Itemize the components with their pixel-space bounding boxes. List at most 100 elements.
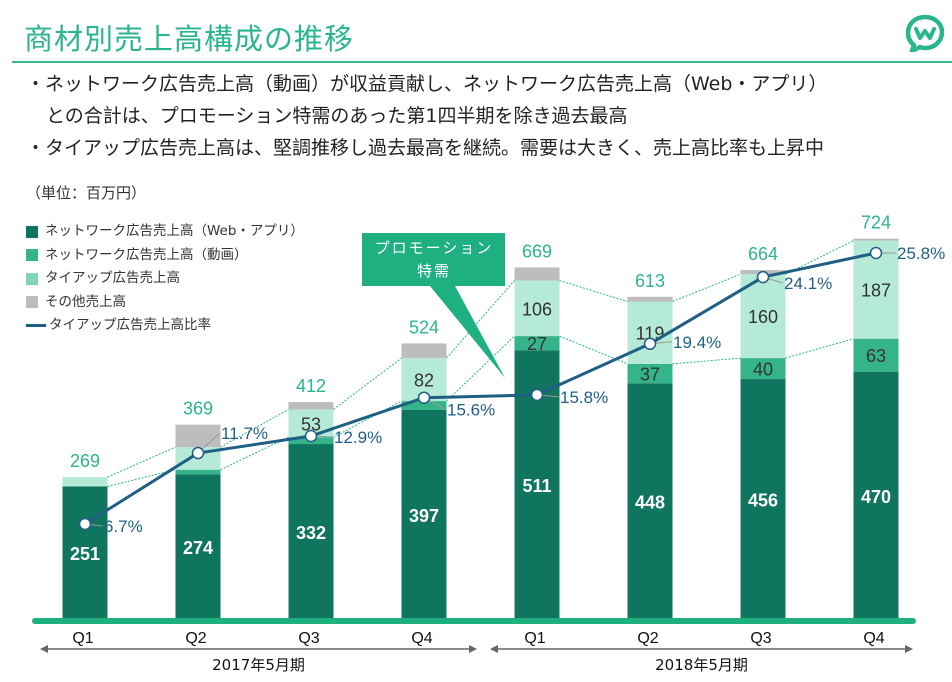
connector-line xyxy=(785,338,854,359)
ratio-line-path xyxy=(84,251,877,526)
callout-line-1: プロモーション xyxy=(375,239,494,257)
legend-label: その他売上高 xyxy=(45,293,126,310)
x-tick-label: Q4 xyxy=(863,630,884,647)
legend-item-network-video: ネットワーク広告売上高（動画） xyxy=(26,244,304,268)
legend-swatch xyxy=(26,249,38,262)
title-divider xyxy=(12,61,952,63)
connector-line xyxy=(107,469,176,487)
total-value-label: 664 xyxy=(748,244,778,264)
segment-value-label: 511 xyxy=(522,476,551,496)
connector-line xyxy=(559,280,628,302)
segment-value-label: 187 xyxy=(861,281,891,301)
legend-label: タイアップ広告売上高 xyxy=(45,270,180,286)
ratio-point xyxy=(643,337,657,351)
legend-label: ネットワーク広告売上高（Web・アプリ） xyxy=(45,223,304,239)
x-tick-label: Q2 xyxy=(185,630,206,647)
segment-value-label: 456 xyxy=(748,491,778,511)
ratio-value-label: 25.8% xyxy=(897,244,945,263)
bullet-1-continued: との合計は、プロモーション特需のあった第1四半期を除き過去最高 xyxy=(46,105,628,127)
bar-segment xyxy=(514,267,560,281)
segment-value-label: 106 xyxy=(522,299,552,319)
x-tick-label: Q2 xyxy=(637,630,658,647)
total-value-label: 412 xyxy=(296,376,326,396)
x-tick-label: Q3 xyxy=(298,630,319,647)
bar-segment xyxy=(288,402,334,410)
total-value-label: 524 xyxy=(409,317,439,337)
ratio-value-label: 15.8% xyxy=(560,388,608,407)
unit-label: （単位：百万円） xyxy=(26,184,147,202)
bar-segment xyxy=(627,383,673,618)
segment-value-label: 82 xyxy=(414,371,434,391)
bar-segment xyxy=(175,424,221,448)
ratio-point xyxy=(417,391,431,404)
connector-line xyxy=(672,357,741,365)
segment-value-label: 53 xyxy=(301,414,321,434)
callout-line-2: 特需 xyxy=(417,262,451,280)
chart-legend: ネットワーク広告売上高（Web・アプリ） ネットワーク広告売上高（動画） タイア… xyxy=(26,220,304,338)
x-tick-label: Q3 xyxy=(750,630,771,647)
total-value-label: 724 xyxy=(861,213,891,233)
legend-line-swatch xyxy=(26,324,46,328)
arrow-left-icon xyxy=(490,645,498,653)
segment-value-label: 63 xyxy=(866,346,886,366)
legend-item-other: その他売上高 xyxy=(26,291,304,315)
legend-label: ネットワーク広告売上高（動画） xyxy=(45,246,248,263)
chat-bubble-w-logo-icon xyxy=(905,14,945,52)
total-value-label: 369 xyxy=(183,399,213,419)
legend-swatch xyxy=(26,272,38,285)
bar-segment xyxy=(288,444,334,618)
connector-line xyxy=(785,240,854,275)
bar-segment xyxy=(514,280,560,337)
arrow-right-icon xyxy=(905,645,913,653)
ratio-value-label: 19.4% xyxy=(673,333,721,352)
page-title: 商材別売上高構成の推移 xyxy=(24,22,355,56)
total-value-label: 613 xyxy=(635,271,665,291)
bar-segment xyxy=(401,401,447,410)
segment-value-label: 397 xyxy=(409,506,439,526)
summary-bullets: ・ネットワーク広告売上高（動画）が収益貢献し、ネットワーク広告売上高（Web・ア… xyxy=(26,68,827,164)
period-group-label: 2018年5月期 xyxy=(655,656,748,674)
ratio-value-label: 24.1% xyxy=(784,274,832,293)
segment-value-label: 37 xyxy=(640,365,660,385)
x-axis: Q1 Q2 Q3 Q4 Q1 Q2 Q3 Q4 2017年5月期 2018年5月期 xyxy=(32,618,916,674)
total-value-label: 669 xyxy=(522,241,552,261)
connector-line xyxy=(107,446,176,478)
connector-line xyxy=(220,409,289,448)
ratio-point xyxy=(78,517,92,531)
x-tick-label: Q1 xyxy=(524,630,545,647)
segment-value-label: 448 xyxy=(635,493,665,513)
segment-value-label: 40 xyxy=(753,360,773,380)
period-group-label: 2017年5月期 xyxy=(212,656,305,674)
legend-swatch xyxy=(26,225,38,238)
promotion-callout: プロモーション 特需 xyxy=(362,233,505,378)
ratio-value-label: 11.7% xyxy=(221,424,268,443)
segment-value-label: 160 xyxy=(748,307,778,327)
ratio-value-label: 15.6% xyxy=(447,401,495,420)
connector-line xyxy=(446,280,515,359)
ratio-point xyxy=(530,388,544,402)
bar-segment xyxy=(740,358,786,380)
bar-segment xyxy=(853,238,899,241)
ratio-point xyxy=(756,270,770,284)
connector-line xyxy=(333,400,402,438)
bullet-1: ・ネットワーク広告売上高（動画）が収益貢献し、ネットワーク広告売上高（Web・ア… xyxy=(26,73,828,95)
segment-value-label: 274 xyxy=(183,538,213,558)
bar-segment xyxy=(740,274,786,359)
ratio-value-label: 12.9% xyxy=(334,428,382,447)
bar-segment xyxy=(853,371,899,618)
legend-item-tieup: タイアップ広告売上高 xyxy=(26,267,304,291)
connector-line xyxy=(333,357,402,410)
bar-segment xyxy=(740,379,786,618)
bar-segment xyxy=(401,343,447,359)
legend-label: タイアップ広告売上高比率 xyxy=(49,317,211,333)
ratio-line: 6.7% 11.7% 12.9% 15.6% 15.8% 19.4% 24.1% 25.8% xyxy=(78,244,945,536)
bar-segment xyxy=(62,477,108,487)
bar-segment xyxy=(401,409,447,618)
segment-value-label: 470 xyxy=(861,487,891,507)
ratio-point xyxy=(869,246,883,260)
arrow-left-icon xyxy=(40,645,48,653)
bullet-2: ・タイアップ広告売上高は、堅調推移し過去最高を継続。需要は大きく、売上高比率も上… xyxy=(26,137,825,159)
bar-segment xyxy=(627,296,673,302)
segment-value-label: 332 xyxy=(296,523,326,543)
callout-shape xyxy=(362,233,505,378)
